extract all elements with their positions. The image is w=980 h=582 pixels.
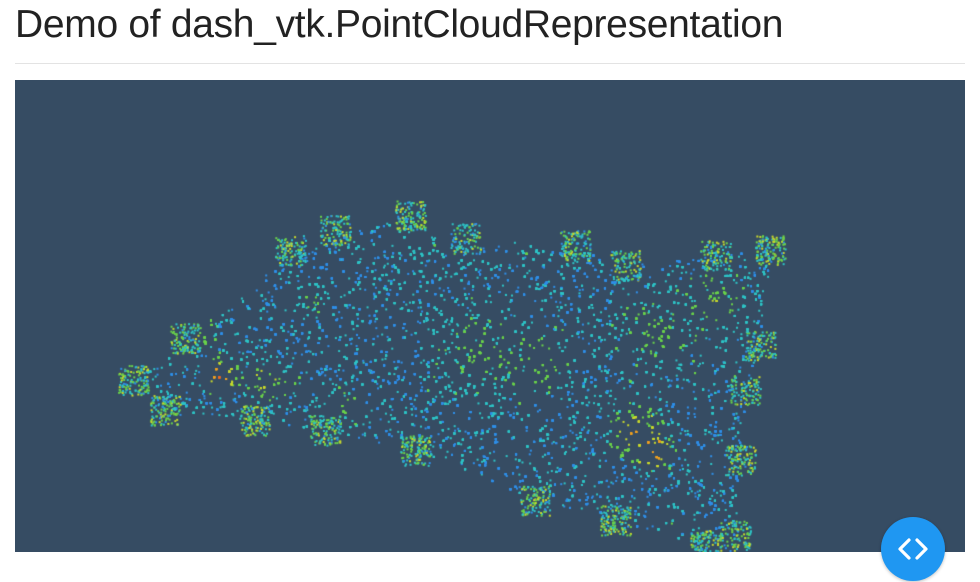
header-divider: [15, 63, 965, 64]
page-title: Demo of dash_vtk.PointCloudRepresentatio…: [15, 3, 784, 46]
point-cloud-canvas[interactable]: [15, 80, 965, 552]
vtk-view[interactable]: [15, 80, 965, 552]
dash-debug-menu-button[interactable]: [881, 517, 945, 581]
code-brackets-icon: [898, 538, 928, 560]
